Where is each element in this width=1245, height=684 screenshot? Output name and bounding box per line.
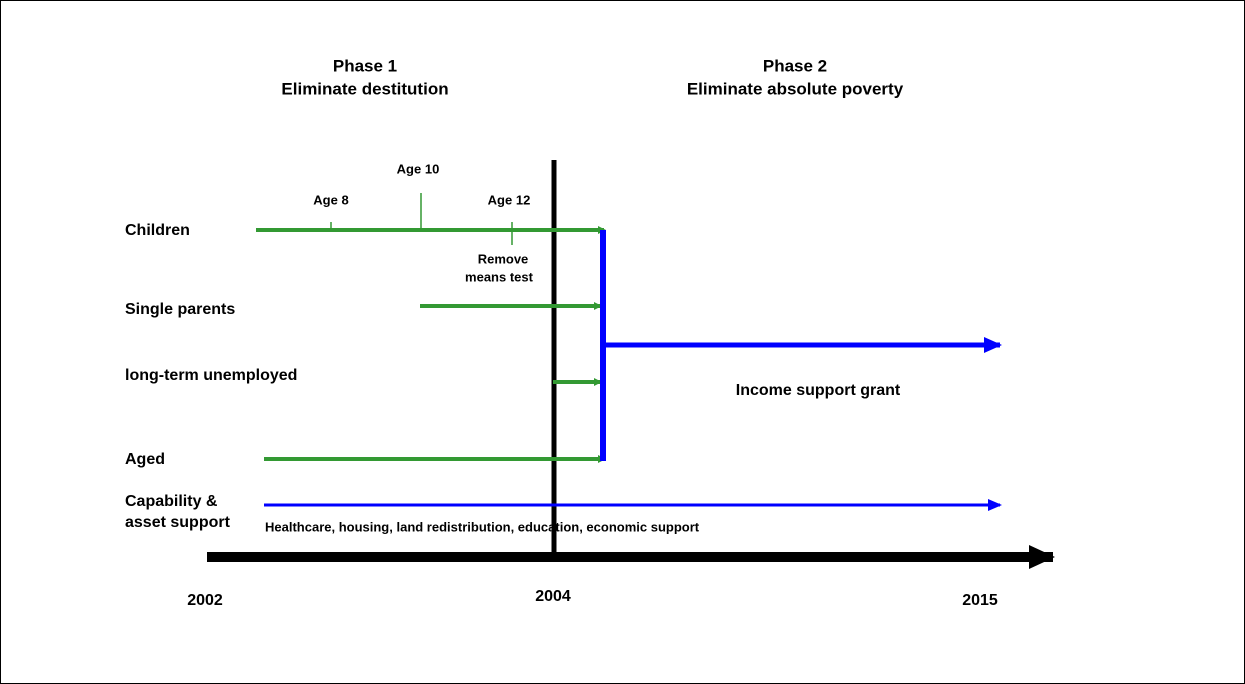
row-label: Aged xyxy=(125,451,165,468)
annotation: Healthcare, housing, land redistribution… xyxy=(265,519,700,534)
annotation: Income support grant xyxy=(736,382,901,399)
phase-goal: Eliminate absolute poverty xyxy=(687,79,904,98)
phase-number: Phase 1 xyxy=(333,56,397,75)
year-label: 2002 xyxy=(187,592,223,609)
age-label: Age 10 xyxy=(397,161,440,176)
year-label: 2004 xyxy=(535,588,571,605)
row-label: asset support xyxy=(125,514,231,531)
row-label: Capability & xyxy=(125,493,218,510)
annotation: means test xyxy=(465,269,534,284)
age-label: Age 8 xyxy=(313,192,348,207)
age-label: Age 12 xyxy=(488,192,531,207)
phase-number: Phase 2 xyxy=(763,56,827,75)
green-arrows xyxy=(256,226,606,463)
row-label: Children xyxy=(125,222,190,239)
row-label: long-term unemployed xyxy=(125,367,297,384)
phase-goal: Eliminate destitution xyxy=(281,79,448,98)
row-label: Single parents xyxy=(125,301,235,318)
year-label: 2015 xyxy=(962,592,998,609)
age-ticks xyxy=(330,193,513,245)
annotation: Remove xyxy=(478,251,529,266)
